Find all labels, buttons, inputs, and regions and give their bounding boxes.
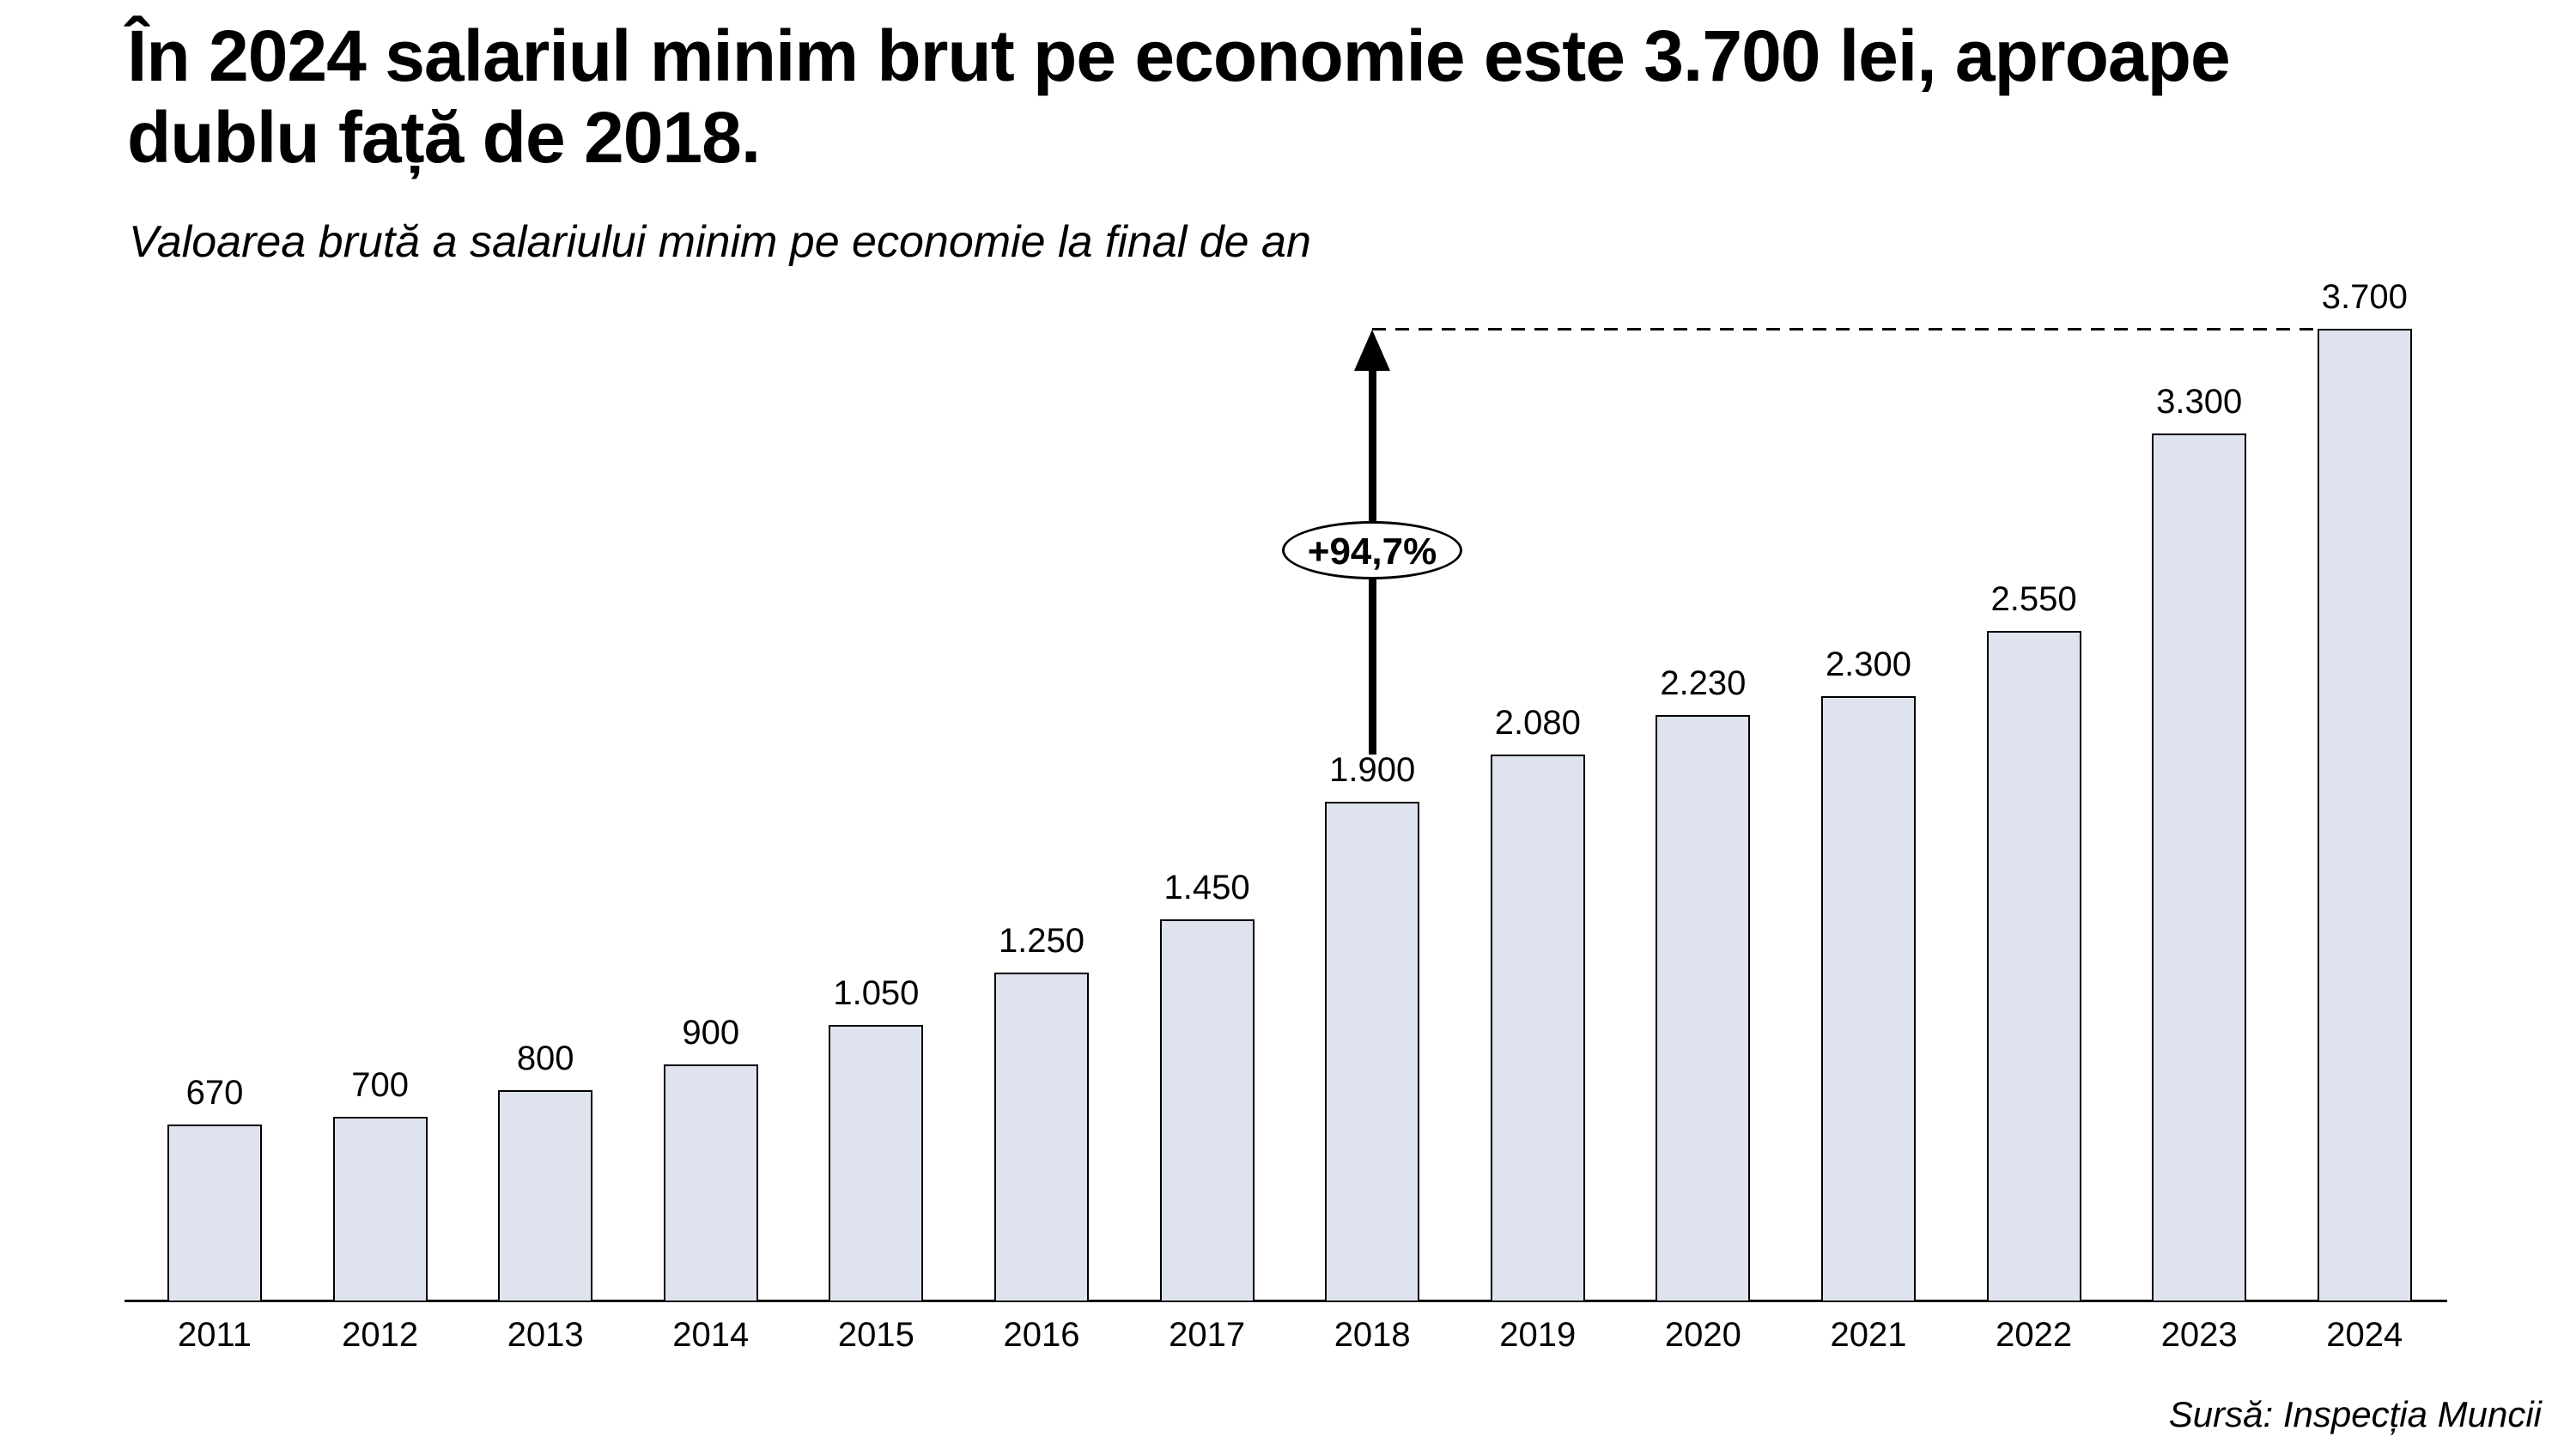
- bar-value-label: 800: [516, 1040, 574, 1077]
- x-axis-label: 2011: [177, 1316, 252, 1354]
- x-axis-label: 2018: [1334, 1316, 1411, 1354]
- bar-value-label: 2.230: [1660, 664, 1747, 702]
- bar-value-label: 1.050: [833, 974, 920, 1012]
- bar-value-label: 700: [351, 1066, 409, 1104]
- x-axis-label: 2015: [837, 1316, 914, 1354]
- bar: [1986, 631, 2081, 1300]
- x-axis-label: 2016: [1003, 1316, 1080, 1354]
- x-axis-label: 2024: [2326, 1316, 2403, 1354]
- bar: [1656, 715, 1751, 1300]
- x-axis-label: 2021: [1830, 1316, 1907, 1354]
- bar-value-label: 670: [185, 1074, 244, 1112]
- bar-value-label: 2.550: [1990, 580, 2077, 618]
- bar-value-label: 900: [682, 1014, 740, 1052]
- x-axis-label: 2017: [1169, 1316, 1246, 1354]
- bar: [994, 973, 1089, 1300]
- bar: [1325, 802, 1420, 1300]
- bar: [663, 1064, 758, 1300]
- dashed-reference-line: [1372, 328, 2318, 330]
- bar: [1821, 696, 1916, 1300]
- bar: [2317, 329, 2412, 1300]
- bar: [1490, 755, 1585, 1300]
- bar: [829, 1025, 924, 1300]
- x-axis-label: 2013: [507, 1316, 584, 1354]
- source-credit: Sursă: Inspecția Muncii: [2168, 1394, 2542, 1434]
- x-axis-label: 2023: [2160, 1316, 2238, 1354]
- bar: [498, 1090, 593, 1300]
- chart-subtitle: Valoarea brută a salariului minim pe eco…: [129, 217, 1311, 267]
- bar-value-label: 2.080: [1494, 704, 1581, 742]
- page-title-line1: În 2024 salariul minim brut pe economie …: [127, 15, 2231, 96]
- x-axis-label: 2012: [342, 1316, 419, 1354]
- bar-value-label: 3.300: [2156, 383, 2243, 421]
- x-axis-line: [125, 1300, 2447, 1302]
- x-axis-label: 2019: [1499, 1316, 1577, 1354]
- bar-value-label: 1.450: [1163, 869, 1250, 906]
- x-axis-label: 2020: [1664, 1316, 1741, 1354]
- page-title-line2: dublu față de 2018.: [127, 97, 761, 178]
- x-axis-label: 2014: [672, 1316, 750, 1354]
- x-axis-label: 2022: [1996, 1316, 2073, 1354]
- bar-value-label: 1.250: [998, 922, 1085, 960]
- bar: [167, 1125, 262, 1300]
- percent-change-badge: +94,7%: [1282, 521, 1462, 579]
- bar: [1159, 919, 1255, 1300]
- bar: [332, 1117, 428, 1300]
- bar-value-label: 2.300: [1825, 646, 1912, 683]
- bar-value-label: 3.700: [2321, 278, 2408, 316]
- page-title: În 2024 salariul minim brut pe economie …: [127, 15, 2514, 179]
- bar-value-label: 1.900: [1329, 751, 1416, 789]
- bar: [2152, 433, 2247, 1300]
- arrow-up-icon: [1354, 330, 1391, 371]
